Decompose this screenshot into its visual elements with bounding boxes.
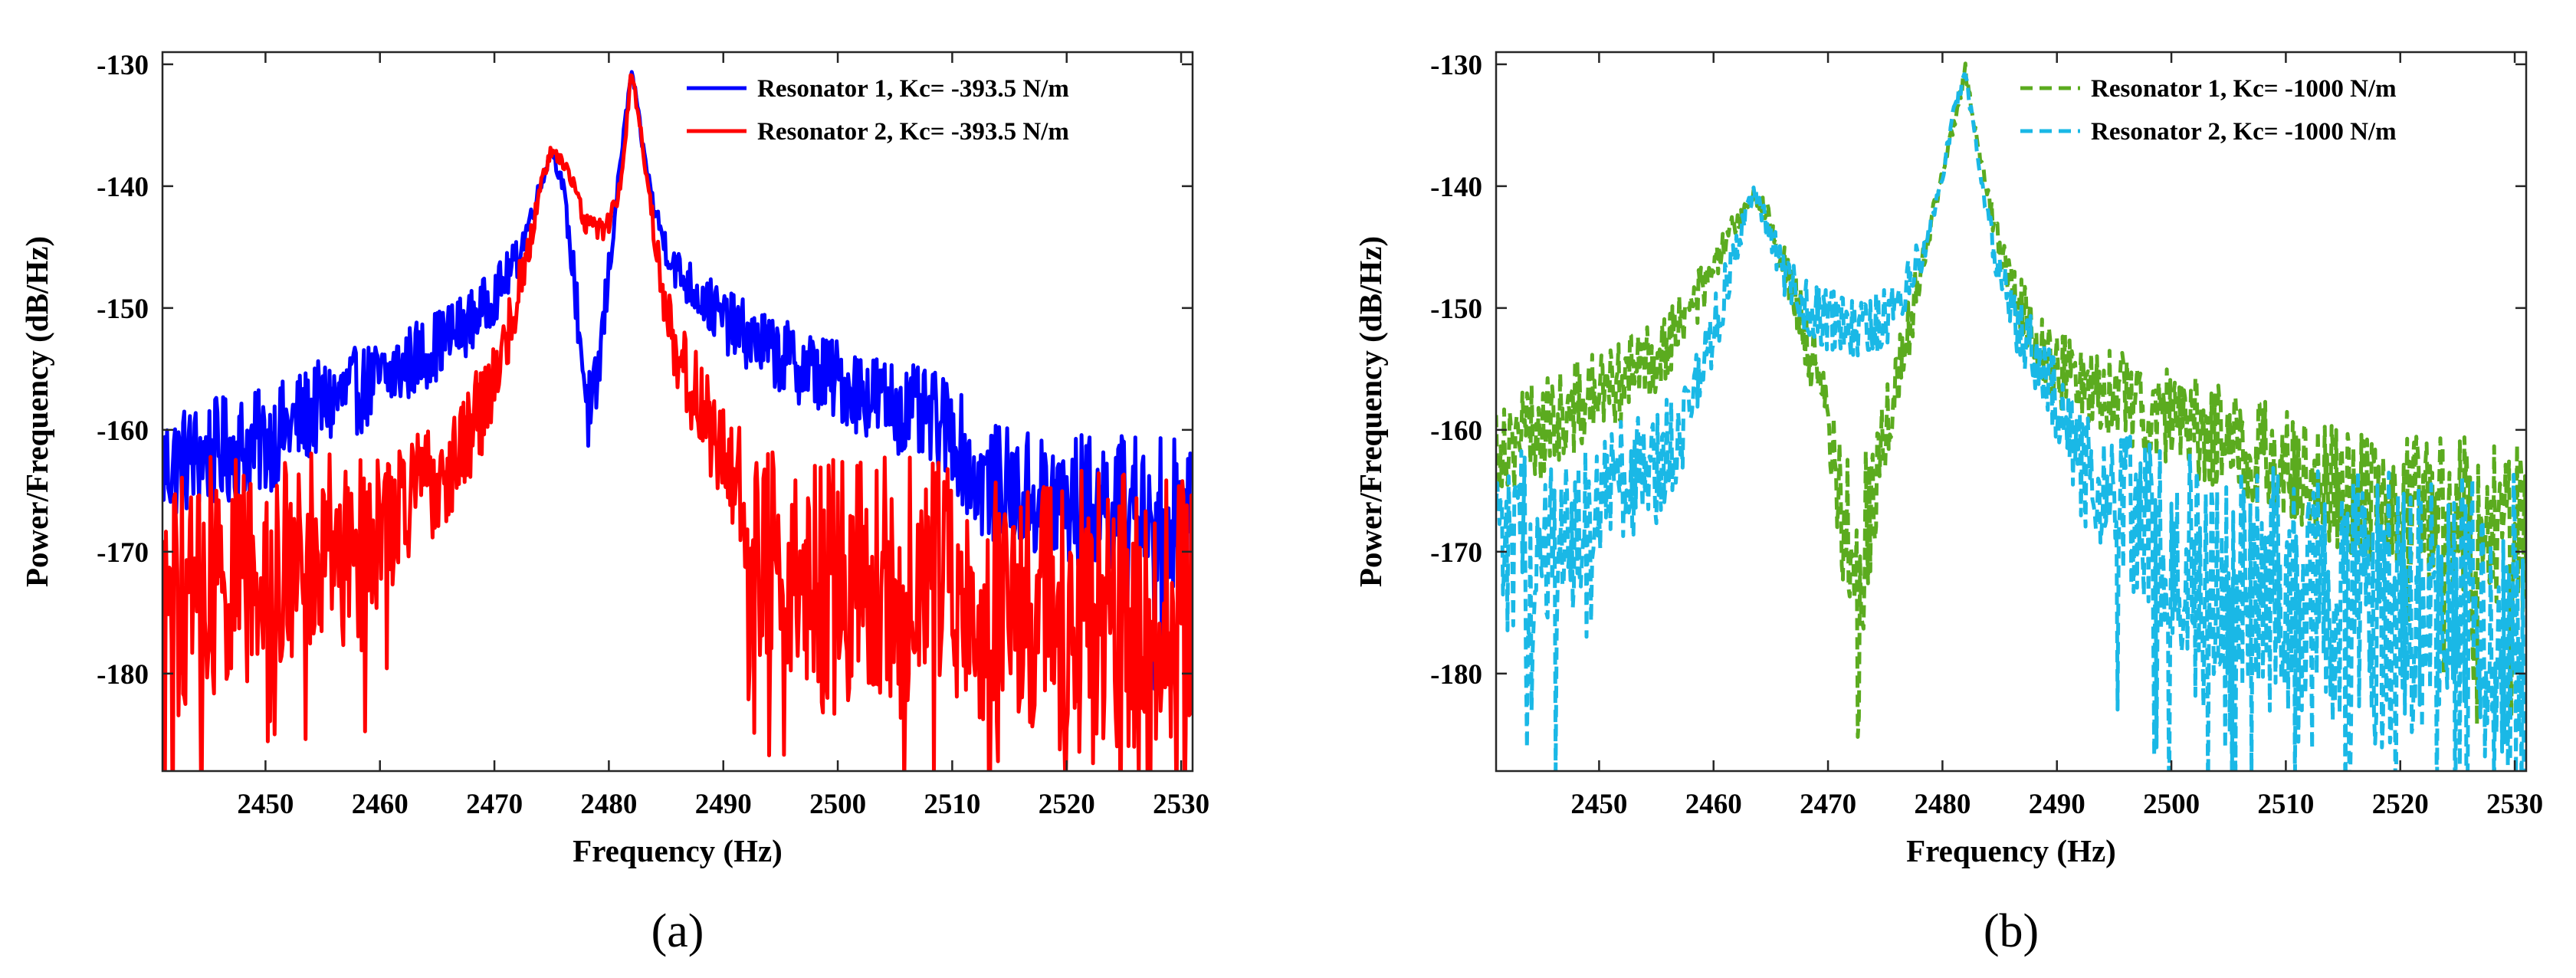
panel-label: (b) [1984,905,2039,957]
x-tick-label: 2500 [2143,789,2200,820]
plot-area [1496,61,2526,771]
y-tick-label: -140 [97,172,149,203]
series-line-2 [162,73,1193,771]
legend: Resonator 1, Kc= -1000 N/m Resonator 2, K… [2020,75,2397,146]
series-line-2 [1496,72,2526,771]
x-tick-label: 2460 [1685,789,1742,820]
x-tick-label: 2450 [1570,789,1627,820]
y-tick-label: -170 [1430,537,1482,569]
y-tick-label: -150 [97,294,149,325]
x-tick-label: 2460 [352,789,409,820]
x-tick-label: 2510 [924,789,980,820]
y-axis-label: Power/Frequency (dB/Hz) [1353,236,1388,587]
chart-panel-1: 2450 2460 2470 2480 2490 2500 2510 2520 2530 -130… [19,50,1209,957]
x-tick-label: 2470 [466,789,523,820]
x-tick-label: 2490 [2029,789,2085,820]
legend-label-2: Resonator 2, Kc= -1000 N/m [2091,118,2397,146]
x-axis-label: Frequency (Hz) [1906,833,2116,868]
legend-label-1: Resonator 1, Kc= -1000 N/m [2091,75,2397,103]
plot-area [162,70,1193,771]
x-tick-label: 2470 [1800,789,1856,820]
x-tick-label: 2510 [2257,789,2314,820]
x-tick-label: 2490 [695,789,752,820]
y-axis-label: Power/Frequency (dB/Hz) [19,236,54,587]
x-tick-label: 2520 [1039,789,1095,820]
x-tick-label: 2450 [237,789,294,820]
legend: Resonator 1, Kc= -393.5 N/m Resonator 2, … [687,75,1069,146]
chart-panel-2: 2450 2460 2470 2480 2490 2500 2510 2520 2530 -130… [1353,50,2543,957]
legend-label-2: Resonator 2, Kc= -393.5 N/m [757,118,1069,146]
y-tick-label: -140 [1430,172,1482,203]
x-tick-label: 2530 [2486,789,2543,820]
y-tick-label: -160 [1430,415,1482,447]
x-tick-label: 2500 [809,789,866,820]
x-tick-label: 2520 [2372,789,2429,820]
x-tick-label: 2480 [1914,789,1971,820]
y-tick-label: -130 [97,50,149,81]
y-tick-label: -180 [97,659,149,691]
y-tick-label: -170 [97,537,149,569]
x-axis-label: Frequency (Hz) [573,833,783,868]
x-tick-label: 2480 [580,789,637,820]
y-tick-label: -130 [1430,50,1482,81]
y-tick-label: -160 [97,415,149,447]
y-tick-label: -150 [1430,294,1482,325]
x-tick-label: 2530 [1153,789,1209,820]
y-tick-label: -180 [1430,659,1482,691]
panel-label: (a) [651,905,704,957]
axes-frame [161,51,1194,773]
legend-label-1: Resonator 1, Kc= -393.5 N/m [757,75,1069,103]
axes-frame [1495,51,2528,773]
